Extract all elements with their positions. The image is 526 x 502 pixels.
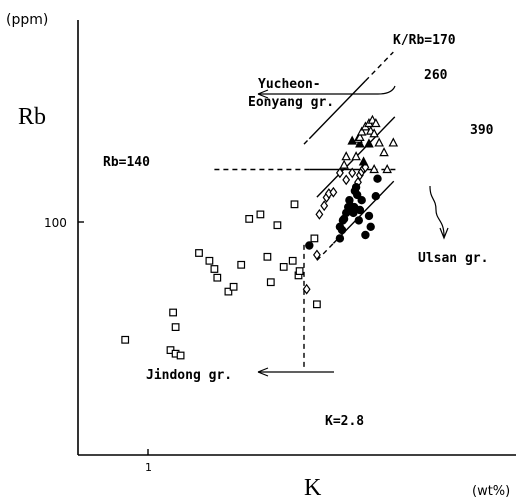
- triangle-open-point: [379, 147, 389, 157]
- triangle-open-point: [382, 164, 392, 174]
- kr170-line-solid: [308, 80, 366, 140]
- diamond-point: [342, 174, 351, 186]
- square-point: [256, 210, 265, 219]
- yucheon-label-line2: Eonyang gr.: [248, 95, 334, 110]
- rb140-label: Rb=140: [103, 155, 150, 170]
- k28-label: K=2.8: [325, 414, 364, 429]
- diamond-point: [335, 167, 344, 179]
- circle-filled-point: [355, 205, 365, 215]
- square-point: [121, 335, 130, 344]
- square-point: [245, 215, 254, 223]
- triangle-open-point: [351, 151, 361, 161]
- square-point: [310, 234, 319, 243]
- triangle-open-point: [355, 131, 365, 141]
- kr170-line-dashed-lower: [303, 138, 310, 145]
- square-point: [171, 323, 180, 331]
- ulsan-arrow: [429, 185, 449, 240]
- square-point: [210, 265, 219, 273]
- ulsan-label: Ulsan gr.: [418, 251, 488, 266]
- yucheon-label-line1: Yucheon-: [258, 77, 321, 92]
- triangle-open-point: [356, 126, 367, 136]
- triangle-open-point: [374, 137, 384, 147]
- circle-filled-point: [351, 182, 361, 192]
- triangle-open-point: [371, 118, 381, 128]
- y-tick-label: 100: [44, 216, 67, 230]
- circle-filled-point: [371, 191, 380, 201]
- triangle-open-point: [341, 151, 351, 161]
- triangle-open-point: [369, 164, 379, 174]
- kr390-line-dashed-lower: [316, 242, 334, 261]
- square-point: [313, 300, 321, 309]
- circle-filled-point: [366, 222, 375, 231]
- triangle-open-point: [388, 137, 399, 147]
- square-point: [195, 249, 203, 257]
- square-point: [279, 263, 288, 271]
- square-point: [290, 200, 299, 209]
- data-points: [121, 114, 399, 360]
- square-point: [288, 256, 297, 265]
- kr260-label: 260: [424, 68, 448, 83]
- circle-filled-point: [335, 234, 345, 243]
- triangle-open-point: [339, 159, 349, 169]
- jindong-arrow: [257, 367, 334, 377]
- square-point: [263, 252, 272, 261]
- diamond-point: [302, 283, 311, 295]
- yucheon-arrow: [257, 85, 396, 99]
- circle-filled-point: [361, 230, 370, 240]
- circle-filled-point: [305, 241, 314, 250]
- square-point: [273, 221, 282, 230]
- circle-filled-point: [354, 216, 363, 225]
- circle-filled-point: [337, 225, 347, 235]
- diamond-point: [315, 208, 324, 220]
- x-unit-label: (wt%): [472, 484, 510, 499]
- kr170-label: K/Rb=170: [393, 33, 456, 48]
- circle-filled-point: [373, 174, 382, 183]
- diamond-point: [329, 186, 338, 198]
- circle-filled-point: [364, 211, 374, 221]
- square-point: [295, 267, 304, 275]
- circle-filled-point: [353, 190, 362, 200]
- kr390-line-dashed-upper: [389, 179, 396, 186]
- diamond-point: [320, 200, 329, 212]
- triangle-filled-point: [364, 138, 374, 148]
- square-point: [266, 278, 275, 287]
- x-tick-label: 1: [145, 461, 152, 474]
- square-point: [169, 308, 178, 317]
- triangle-open-point: [369, 128, 379, 138]
- x-axis-label: K: [304, 475, 322, 501]
- square-point: [205, 256, 214, 265]
- triangle-filled-point: [355, 138, 365, 148]
- square-point: [224, 287, 233, 296]
- kr170-line-dashed-upper: [364, 51, 394, 82]
- diamond-point: [348, 167, 357, 179]
- y-unit-label: (ppm): [6, 12, 48, 28]
- square-point: [237, 260, 246, 269]
- circle-filled-point: [357, 195, 366, 205]
- square-point: [213, 273, 222, 282]
- kr390-label: 390: [470, 123, 494, 138]
- triangle-filled-point: [358, 156, 369, 166]
- square-point: [176, 351, 185, 360]
- y-axis-label: Rb: [18, 104, 46, 130]
- diamond-point: [312, 249, 321, 261]
- jindong-label: Jindong gr.: [146, 368, 232, 383]
- square-point: [229, 282, 238, 291]
